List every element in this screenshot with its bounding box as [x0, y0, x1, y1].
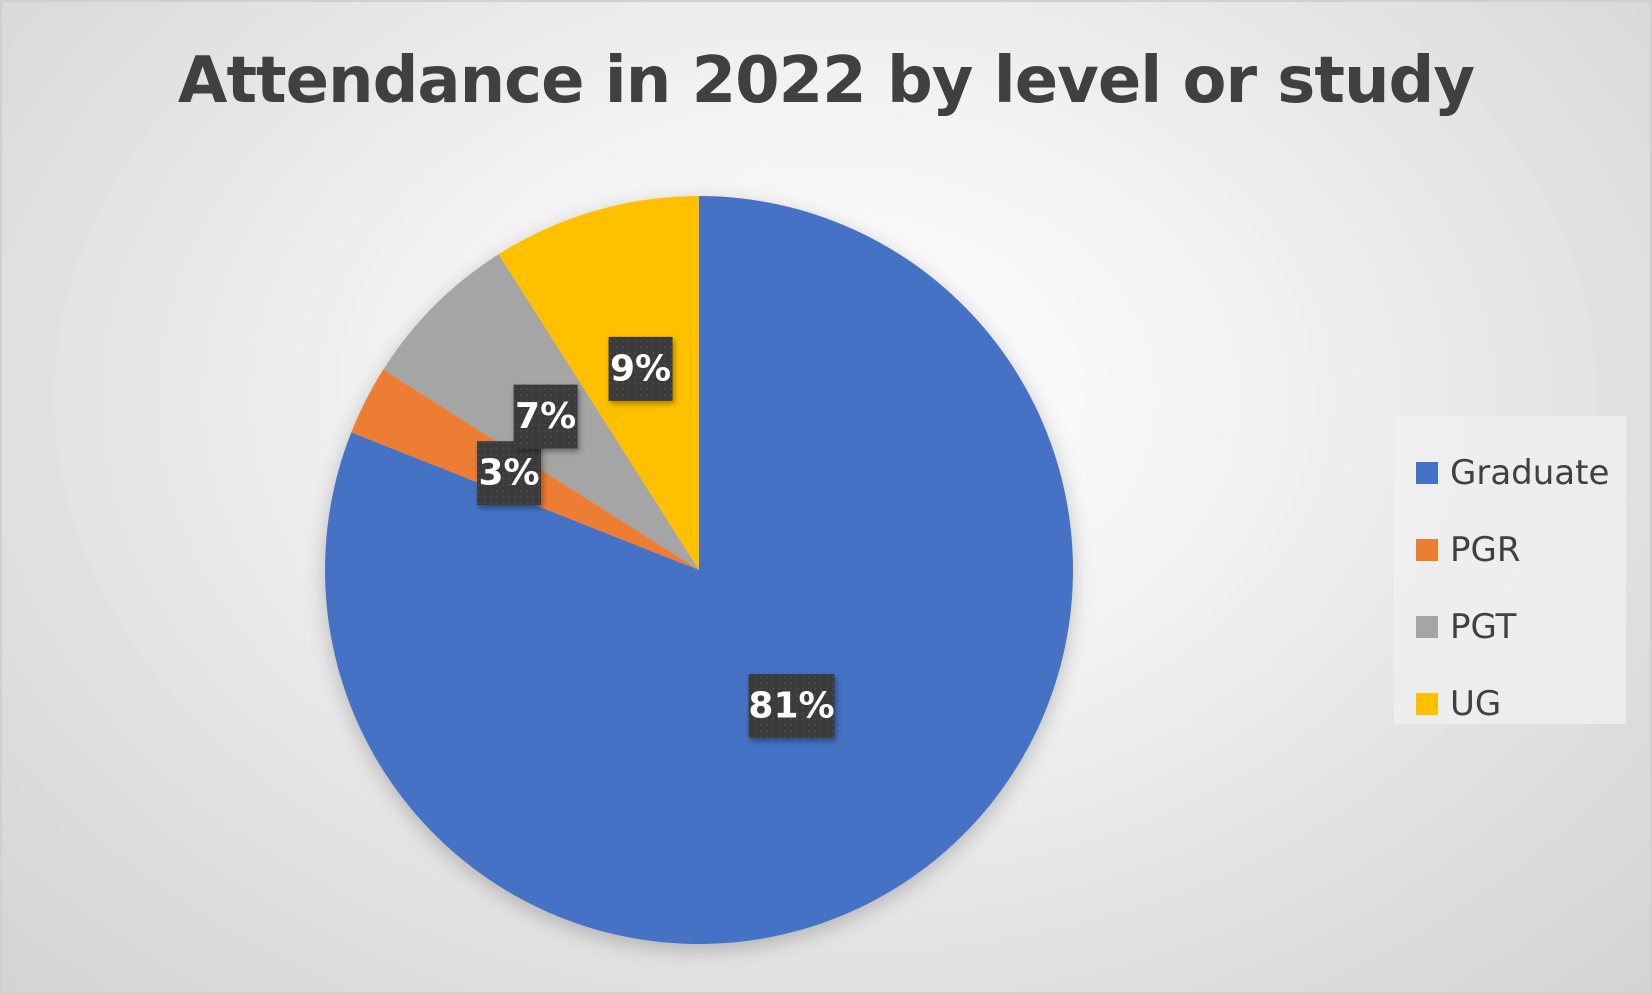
data-label-pgr: 3%	[477, 441, 542, 506]
data-label-box	[748, 674, 835, 739]
legend-item-pgr[interactable]: PGR	[1394, 511, 1626, 588]
data-label-text: 7%	[515, 396, 576, 437]
data-label-ug: 9%	[608, 336, 673, 401]
data-label-box	[608, 336, 673, 401]
data-label-text: 3%	[478, 453, 539, 494]
pie-slice-ug[interactable]	[498, 196, 699, 570]
data-label-box	[477, 441, 542, 506]
legend-swatch	[1416, 615, 1438, 638]
legend-swatch	[1416, 461, 1438, 484]
legend-swatch	[1416, 692, 1438, 715]
legend: Graduate PGR PGT UG	[1394, 416, 1626, 724]
data-label-box	[513, 384, 578, 449]
legend-label: PGR	[1450, 529, 1521, 570]
legend-item-pgt[interactable]: PGT	[1394, 588, 1626, 665]
data-label-pgt: 7%	[513, 384, 578, 449]
pie-slice-graduate[interactable]	[325, 196, 1074, 944]
data-label-graduate: 81%	[748, 674, 835, 739]
legend-label: UG	[1450, 683, 1502, 724]
legend-swatch	[1416, 538, 1438, 561]
legend-label: Graduate	[1450, 452, 1610, 493]
data-label-text: 9%	[610, 348, 671, 389]
data-label-text: 81%	[748, 686, 834, 727]
legend-label: PGT	[1450, 606, 1517, 647]
legend-item-graduate[interactable]: Graduate	[1394, 434, 1626, 511]
chart-title: Attendance in 2022 by level or study	[177, 44, 1475, 118]
legend-item-ug[interactable]: UG	[1394, 665, 1626, 742]
